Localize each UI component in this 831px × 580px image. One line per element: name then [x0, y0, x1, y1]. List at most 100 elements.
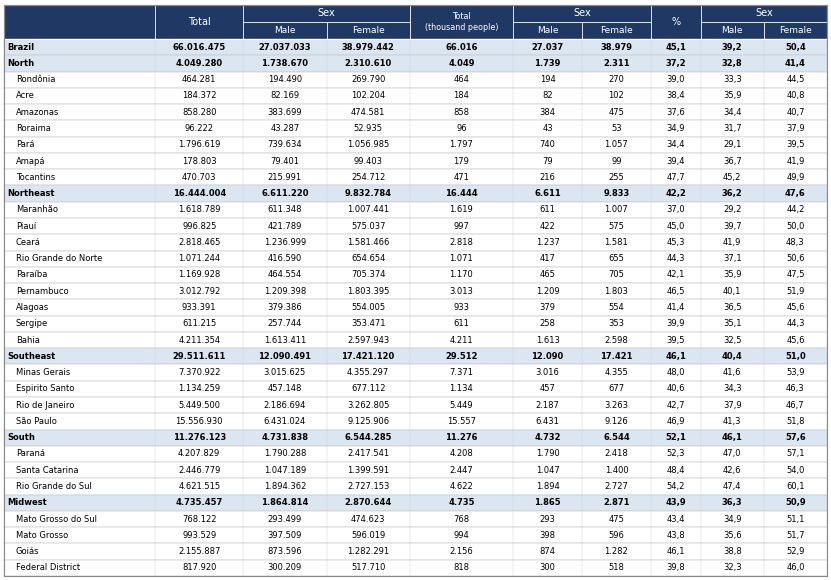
Text: 705: 705 — [608, 270, 624, 280]
Text: 4.731.838: 4.731.838 — [262, 433, 308, 442]
Text: 1.803.395: 1.803.395 — [347, 287, 389, 296]
Text: 4.207.829: 4.207.829 — [178, 450, 220, 458]
Text: 38,8: 38,8 — [723, 547, 741, 556]
Text: 99: 99 — [612, 157, 622, 165]
Text: Tocantins: Tocantins — [16, 173, 55, 182]
Text: 40,1: 40,1 — [723, 287, 741, 296]
Text: 38.979: 38.979 — [601, 43, 632, 52]
Text: Roraima: Roraima — [16, 124, 51, 133]
Bar — [4, 121, 827, 137]
Text: 1.797: 1.797 — [450, 140, 474, 149]
Text: Male: Male — [721, 26, 743, 35]
Text: 52,3: 52,3 — [666, 450, 685, 458]
Text: 41,4: 41,4 — [666, 303, 685, 312]
Text: 46,1: 46,1 — [666, 352, 686, 361]
Text: 34,9: 34,9 — [666, 124, 685, 133]
Text: Mato Grosso do Sul: Mato Grosso do Sul — [16, 514, 97, 524]
Text: 2.446.779: 2.446.779 — [178, 466, 220, 474]
Text: 45,0: 45,0 — [666, 222, 685, 231]
Text: 9.832.784: 9.832.784 — [345, 189, 391, 198]
Text: 677: 677 — [608, 385, 625, 393]
Text: 1.047.189: 1.047.189 — [263, 466, 306, 474]
Text: 1.581: 1.581 — [605, 238, 628, 247]
Text: 37,9: 37,9 — [786, 124, 804, 133]
Text: 45,2: 45,2 — [723, 173, 741, 182]
Text: 42,7: 42,7 — [666, 401, 685, 409]
Bar — [4, 397, 827, 414]
Bar — [4, 560, 827, 576]
Bar — [4, 234, 827, 251]
Text: 42,2: 42,2 — [666, 189, 686, 198]
Text: 48,0: 48,0 — [666, 368, 685, 377]
Text: 1.738.670: 1.738.670 — [262, 59, 308, 68]
Text: 3.263: 3.263 — [604, 401, 628, 409]
Text: 475: 475 — [608, 514, 624, 524]
Text: 4.732: 4.732 — [534, 433, 561, 442]
Text: Rio Grande do Norte: Rio Grande do Norte — [16, 254, 102, 263]
Text: 11.276.123: 11.276.123 — [173, 433, 226, 442]
Text: 52,1: 52,1 — [666, 433, 686, 442]
Text: 40,8: 40,8 — [786, 92, 804, 100]
Text: Midwest: Midwest — [7, 498, 47, 508]
Text: Sergipe: Sergipe — [16, 319, 48, 328]
Text: 179: 179 — [454, 157, 470, 165]
Text: 2.187: 2.187 — [536, 401, 559, 409]
Text: 37,2: 37,2 — [666, 59, 686, 68]
Text: Goiás: Goiás — [16, 547, 40, 556]
Text: 39,9: 39,9 — [666, 319, 685, 328]
Text: 102.204: 102.204 — [351, 92, 386, 100]
Text: 3.015.625: 3.015.625 — [263, 368, 306, 377]
Text: 6.611: 6.611 — [534, 189, 561, 198]
Text: 554.005: 554.005 — [351, 303, 386, 312]
Text: Mato Grosso: Mato Grosso — [16, 531, 68, 540]
Text: 38,4: 38,4 — [666, 92, 685, 100]
Text: 39,5: 39,5 — [666, 336, 685, 345]
Text: 1.894.362: 1.894.362 — [263, 482, 306, 491]
Text: 45,3: 45,3 — [666, 238, 685, 247]
Text: Sex: Sex — [317, 9, 336, 19]
Bar — [4, 414, 827, 430]
Text: 1.581.466: 1.581.466 — [347, 238, 389, 247]
Text: 215.991: 215.991 — [268, 173, 302, 182]
Bar — [4, 39, 827, 55]
Text: 2.418: 2.418 — [605, 450, 628, 458]
Text: 1.613: 1.613 — [536, 336, 559, 345]
Text: 66.016.475: 66.016.475 — [173, 43, 226, 52]
Text: 575.037: 575.037 — [351, 222, 386, 231]
Text: 29.511.611: 29.511.611 — [173, 352, 226, 361]
Text: 739.634: 739.634 — [268, 140, 302, 149]
Text: 2.818.465: 2.818.465 — [178, 238, 220, 247]
Text: 48,3: 48,3 — [786, 238, 804, 247]
Text: 48,4: 48,4 — [666, 466, 685, 474]
Text: 655: 655 — [608, 254, 624, 263]
Text: 1.209: 1.209 — [536, 287, 559, 296]
Bar — [4, 71, 827, 88]
Text: 54,2: 54,2 — [666, 482, 685, 491]
Bar — [4, 364, 827, 380]
Text: 47,4: 47,4 — [723, 482, 741, 491]
Text: 41,4: 41,4 — [785, 59, 806, 68]
Text: 16.444: 16.444 — [445, 189, 478, 198]
Text: 554: 554 — [608, 303, 624, 312]
Text: 6.544: 6.544 — [603, 433, 630, 442]
Text: 1.071: 1.071 — [450, 254, 474, 263]
Text: Acre: Acre — [16, 92, 35, 100]
Text: 29,1: 29,1 — [723, 140, 741, 149]
Text: 66.016: 66.016 — [445, 43, 478, 52]
Text: 4.049: 4.049 — [448, 59, 475, 68]
Text: South: South — [7, 433, 35, 442]
Text: 46,7: 46,7 — [786, 401, 804, 409]
Text: 60,1: 60,1 — [786, 482, 804, 491]
Text: 858: 858 — [454, 108, 470, 117]
Text: 575: 575 — [608, 222, 624, 231]
Text: Brazil: Brazil — [7, 43, 34, 52]
Text: 39,4: 39,4 — [666, 157, 685, 165]
Text: 32,5: 32,5 — [723, 336, 741, 345]
Text: 46,0: 46,0 — [786, 563, 804, 572]
Text: 1.613.411: 1.613.411 — [263, 336, 306, 345]
Text: 53,9: 53,9 — [786, 368, 804, 377]
Text: 7.370.922: 7.370.922 — [178, 368, 220, 377]
Text: 517.710: 517.710 — [351, 563, 386, 572]
Text: 7.371: 7.371 — [450, 368, 474, 377]
Text: 383.699: 383.699 — [268, 108, 302, 117]
